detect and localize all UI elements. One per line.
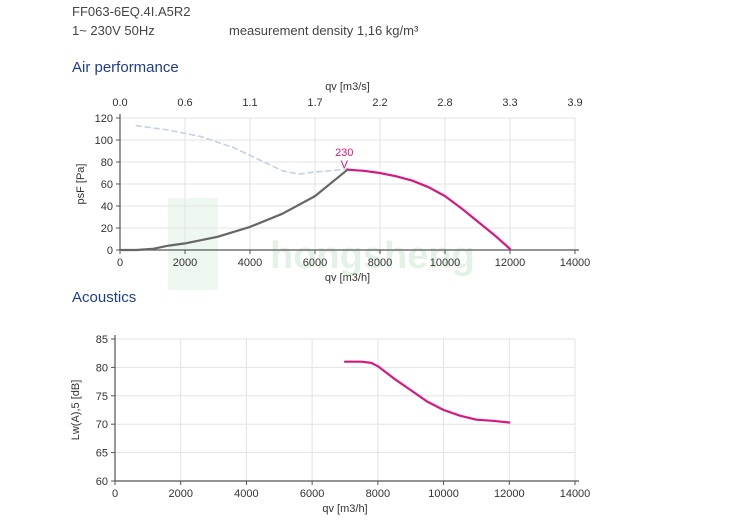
- secondary-x-tick-label: 3.3: [502, 97, 517, 109]
- x-tick-label: 12000: [495, 257, 526, 269]
- supply-spec: 1~ 230V 50Hz: [72, 23, 155, 38]
- y-axis-label: psF [Pa]: [75, 164, 87, 205]
- acoustics-title: Acoustics: [72, 289, 137, 306]
- air-performance-title: Air performance: [72, 59, 179, 76]
- secondary-x-tick-label: 1.7: [307, 97, 322, 109]
- x-tick-label: 0: [112, 488, 118, 500]
- y-tick-label: 0: [107, 245, 113, 257]
- series-line-1: [135, 124, 349, 175]
- y-tick-label: 80: [96, 362, 108, 374]
- y-tick-label: 75: [96, 391, 108, 403]
- x-tick-label: 14000: [560, 488, 591, 500]
- secondary-x-axis-label: qv [m3/s]: [325, 81, 370, 93]
- x-tick-label: 4000: [238, 257, 262, 269]
- secondary-x-tick-label: 2.8: [437, 97, 452, 109]
- x-tick-label: 4000: [234, 488, 258, 500]
- x-axis-label: qv [m3/h]: [325, 272, 370, 284]
- x-tick-label: 8000: [366, 488, 390, 500]
- y-tick-label: 70: [96, 419, 108, 431]
- measurement-density: measurement density 1,16 kg/m³: [229, 23, 419, 38]
- y-tick-label: 20: [101, 223, 113, 235]
- x-axis-label: qv [m3/h]: [322, 503, 367, 515]
- y-axis-label: Lw(A),5 [dB]: [70, 380, 82, 441]
- x-tick-label: 10000: [430, 257, 461, 269]
- secondary-x-tick-label: 2.2: [372, 97, 387, 109]
- x-tick-label: 2000: [168, 488, 192, 500]
- y-tick-label: 65: [96, 448, 108, 460]
- series-line-3: [346, 168, 512, 250]
- y-tick-label: 40: [101, 201, 113, 213]
- secondary-x-tick-label: 0.6: [177, 97, 192, 109]
- x-tick-label: 6000: [303, 257, 327, 269]
- secondary-x-tick-label: 1.1: [242, 97, 257, 109]
- watermark-text: hongsheng: [270, 235, 475, 277]
- air-performance-chart: 0 2000 4000 6000 8000 10000 12000 14000 0 20 40 60 8…: [75, 81, 591, 284]
- y-tick-label: 120: [95, 113, 113, 125]
- curve-label: 230: [335, 147, 353, 159]
- watermark-logo: hongsheng: [168, 198, 475, 290]
- x-tick-label: 0: [117, 257, 123, 269]
- x-tick-label: 8000: [368, 257, 392, 269]
- y-tick-label: 100: [95, 135, 113, 147]
- y-tick-label: 85: [96, 334, 108, 346]
- x-tick-label: 2000: [173, 257, 197, 269]
- y-tick-label: 60: [101, 179, 113, 191]
- x-tick-label: 6000: [300, 488, 324, 500]
- secondary-x-tick-label: 3.9: [567, 97, 582, 109]
- x-tick-label: 14000: [560, 257, 591, 269]
- series-line-2: [118, 168, 349, 252]
- watermark-logo-block: [168, 198, 218, 290]
- curve-label-marker: V: [341, 159, 349, 171]
- series-line-1: [343, 360, 511, 424]
- x-tick-label: 10000: [428, 488, 459, 500]
- model-name: FF063-6EQ.4I.A5R2: [72, 4, 191, 19]
- x-tick-label: 12000: [494, 488, 525, 500]
- y-tick-label: 80: [101, 157, 113, 169]
- secondary-x-tick-label: 0.0: [112, 97, 127, 109]
- y-tick-label: 60: [96, 476, 108, 488]
